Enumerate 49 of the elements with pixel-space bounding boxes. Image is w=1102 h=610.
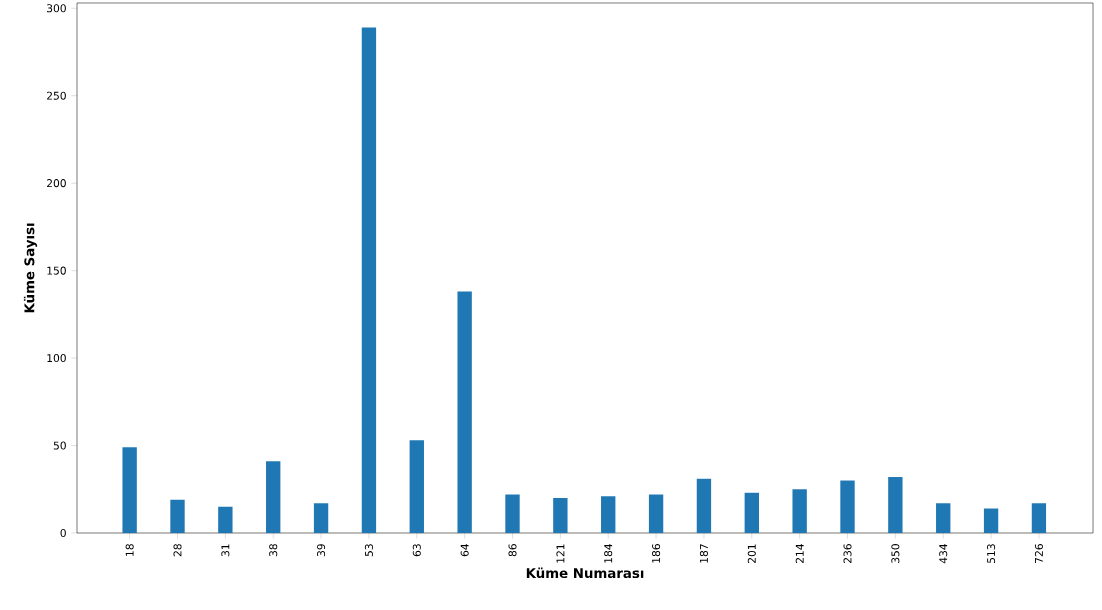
bar xyxy=(361,27,377,533)
x-tick-label: 187 xyxy=(699,544,708,563)
y-tick-label: 150 xyxy=(47,266,66,275)
x-tick-label: 513 xyxy=(987,544,996,563)
x-tick-label: 434 xyxy=(939,544,948,564)
x-tick-label: 86 xyxy=(508,544,517,557)
y-tick-label: 250 xyxy=(47,91,66,100)
bar xyxy=(553,498,568,533)
bar xyxy=(792,489,807,533)
bar xyxy=(983,508,999,533)
x-tick-label: 186 xyxy=(652,544,661,563)
y-axis-title: Küme Sayısı xyxy=(23,223,38,313)
x-tick-label: 64 xyxy=(460,544,469,557)
bar xyxy=(218,506,233,533)
y-tick-label: 50 xyxy=(53,441,66,450)
x-tick-label: 201 xyxy=(747,544,756,563)
x-tick-label: 38 xyxy=(269,544,278,557)
bar xyxy=(170,499,185,533)
y-tick-label: 100 xyxy=(47,354,66,363)
bar xyxy=(409,440,424,533)
bar xyxy=(1031,503,1047,533)
x-tick-label: 18 xyxy=(125,544,134,556)
bar xyxy=(313,503,329,533)
bar xyxy=(888,477,903,533)
bar xyxy=(936,503,951,533)
x-tick-label: 53 xyxy=(364,544,373,557)
x-tick-label: 726 xyxy=(1034,544,1043,563)
x-tick-label: 121 xyxy=(556,544,565,563)
bar xyxy=(648,494,664,533)
x-tick-label: 39 xyxy=(317,544,326,557)
bar xyxy=(601,496,616,533)
bar xyxy=(122,447,137,533)
bar xyxy=(266,461,281,533)
x-tick-label: 63 xyxy=(412,544,421,557)
x-axis-title: Küme Numarası xyxy=(526,567,644,579)
bar xyxy=(505,494,520,533)
bar xyxy=(744,492,759,533)
bar xyxy=(696,478,712,533)
x-tick-label: 214 xyxy=(795,544,804,563)
bar xyxy=(840,480,855,533)
x-tick-label: 236 xyxy=(843,544,852,563)
y-tick-label: 0 xyxy=(60,528,66,538)
x-tick-label: 28 xyxy=(173,544,182,557)
bar xyxy=(457,291,472,533)
y-tick-label: 300 xyxy=(47,4,66,13)
y-tick-label: 200 xyxy=(47,179,66,188)
x-tick-label: 184 xyxy=(604,544,613,563)
x-tick-label: 350 xyxy=(891,544,900,563)
x-tick-label: 31 xyxy=(221,544,230,557)
